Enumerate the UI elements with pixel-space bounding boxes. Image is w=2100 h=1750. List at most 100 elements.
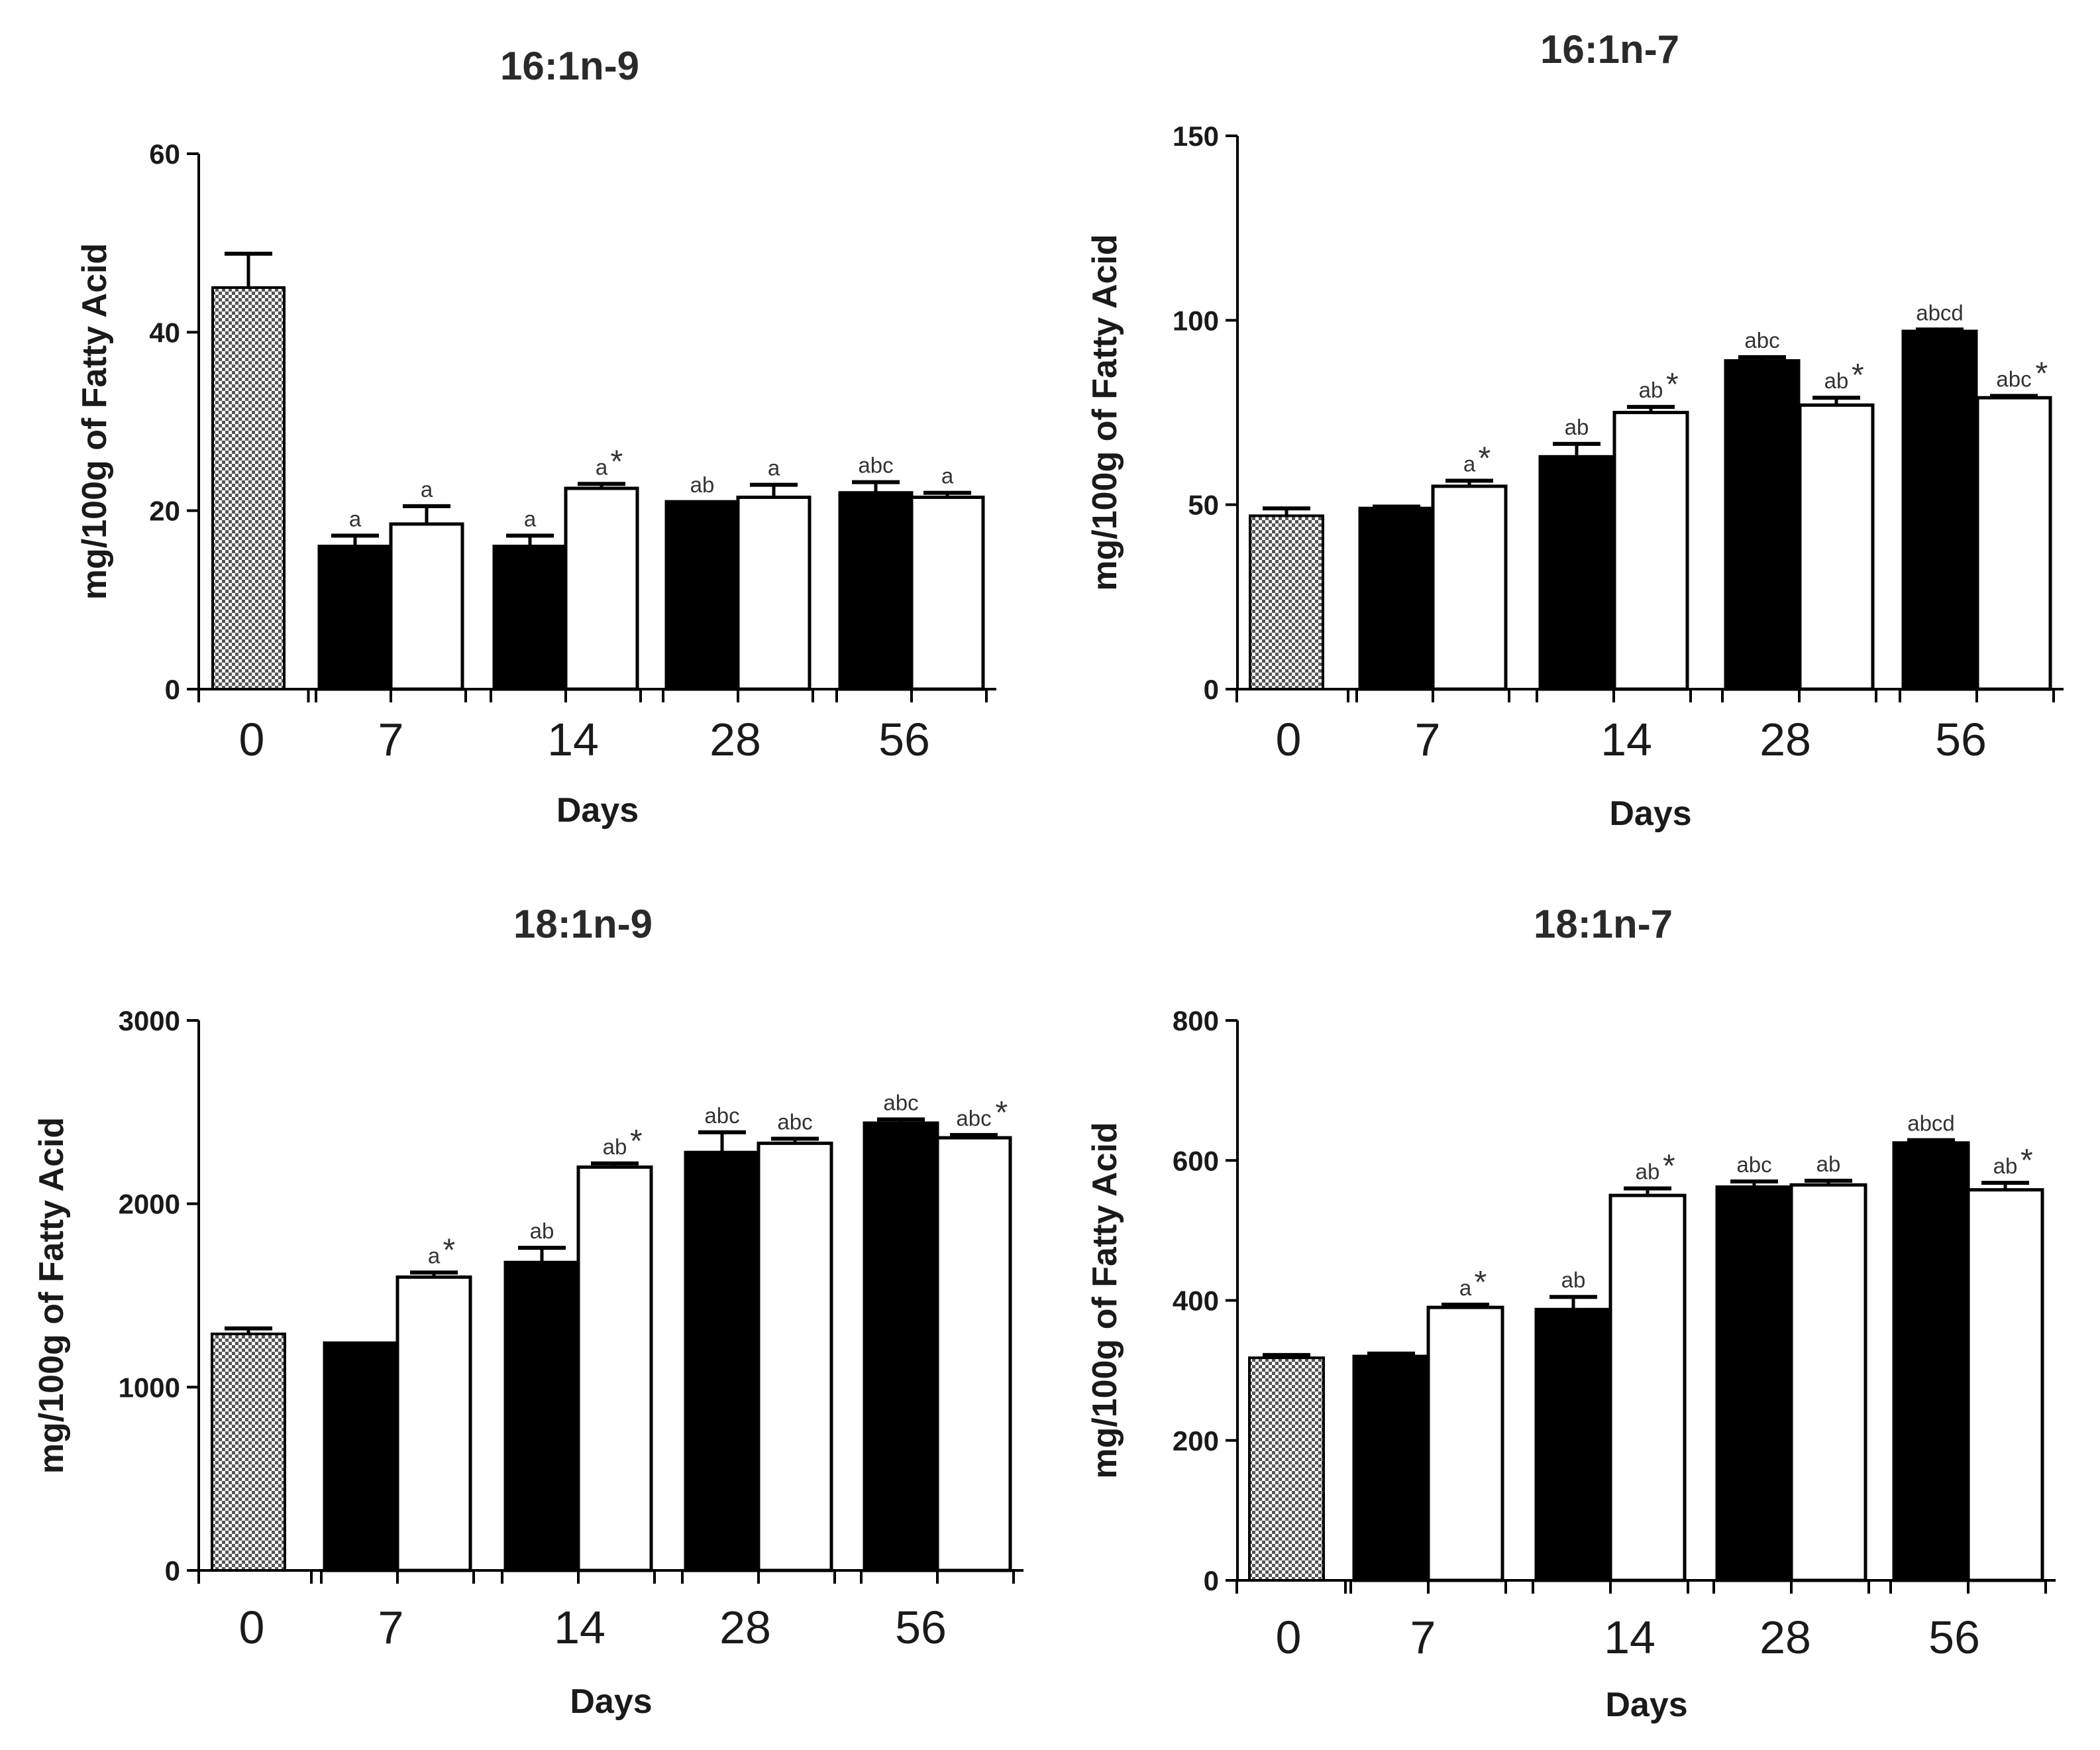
significance-star: * <box>1475 1265 1487 1300</box>
bar-baseline-day-0 <box>211 1333 286 1572</box>
significance-label: abcd <box>1916 300 1964 325</box>
significance-label: ab <box>1993 1154 2018 1178</box>
x-tick-label: 28 <box>709 714 761 765</box>
y-tick-label: 3000 <box>119 1005 180 1036</box>
y-tick-label: 800 <box>1173 1005 1219 1036</box>
bar-white-day-56 <box>1966 1188 2044 1582</box>
x-axis-label: Days <box>1609 794 1691 833</box>
y-axis-label: mg/100g of Fatty Acid <box>1086 234 1124 590</box>
significance-label: abc <box>1996 366 2031 391</box>
x-tick-label: 7 <box>378 714 404 765</box>
significance-label: ab <box>1561 1268 1586 1292</box>
y-tick-label: 2000 <box>119 1189 180 1220</box>
significance-star: * <box>996 1095 1008 1130</box>
y-axis-label: mg/100g of Fatty Acid <box>76 243 114 600</box>
bar-white-day-28 <box>1798 403 1875 691</box>
significance-label: abcd <box>1907 1111 1955 1136</box>
significance-label: a <box>421 477 433 502</box>
x-axis-label: Days <box>1605 1686 1687 1724</box>
bar-black-day-28 <box>1724 359 1801 691</box>
significance-star: * <box>1479 441 1491 476</box>
bar-black-day-28 <box>1715 1185 1793 1582</box>
bar-black-day-14 <box>1538 455 1615 691</box>
bar-white-day-28 <box>1789 1183 1867 1582</box>
significance-label: a <box>596 455 608 479</box>
bar-black-day-56 <box>863 1121 939 1572</box>
significance-star: * <box>1663 1149 1675 1184</box>
y-tick-label: 20 <box>149 496 180 527</box>
significance-label: abc <box>883 1090 918 1115</box>
chart-16-1n-7: 16:1n-7 0 50 100 150 0 7 14 28 56 Days mg/100g of F… <box>1086 27 2064 833</box>
significance-star: * <box>630 1124 643 1159</box>
x-tick-label: 14 <box>1604 1612 1655 1663</box>
x-tick-label: 14 <box>547 714 599 765</box>
bar-black-day-7 <box>1352 1354 1430 1582</box>
y-tick-label: 0 <box>1204 674 1219 705</box>
significance-label: a <box>428 1243 441 1268</box>
significance-label: a <box>524 506 537 531</box>
y-tick-label: 60 <box>149 138 180 170</box>
x-tick-label: 0 <box>1276 714 1302 765</box>
significance-label: ab <box>1639 378 1663 402</box>
y-axis-label: mg/100g of Fatty Acid <box>32 1117 71 1474</box>
y-tick-label: 600 <box>1173 1145 1219 1176</box>
significance-star: * <box>2036 356 2048 391</box>
bar-white-day-7 <box>395 1275 472 1572</box>
significance-star: * <box>443 1232 456 1268</box>
chart-title: 16:1n-7 <box>1540 27 1679 72</box>
y-axis-label: mg/100g of Fatty Acid <box>1086 1122 1124 1478</box>
significance-label: abc <box>956 1106 991 1130</box>
chart-16-1n-9: 16:1n-9 0 20 40 60 0 7 14 28 56 Days mg/100g of Fat… <box>76 44 996 830</box>
y-tick-label: 150 <box>1173 121 1219 152</box>
significance-label: ab <box>1565 415 1589 439</box>
x-tick-label: 56 <box>895 1602 947 1653</box>
bar-white-day-7 <box>1426 1305 1504 1582</box>
chart-18-1n-9: 18:1n-9 0 1000 2000 3000 0 7 14 28 56 Days mg/100g … <box>32 902 1024 1721</box>
y-tick-label: 50 <box>1188 490 1219 521</box>
significance-label: ab <box>690 472 715 497</box>
bar-white-day-56 <box>935 1136 1012 1572</box>
x-tick-label: 28 <box>1759 1612 1811 1663</box>
significance-label: a <box>941 464 954 488</box>
bar-white-day-14 <box>1608 1193 1687 1582</box>
bar-white-day-28 <box>736 495 812 691</box>
y-tick-label: 0 <box>165 1555 180 1586</box>
y-tick-label: 0 <box>165 674 180 705</box>
significance-star: * <box>2021 1143 2033 1178</box>
bar-black-day-14 <box>1534 1307 1612 1582</box>
bar-white-day-28 <box>757 1141 833 1572</box>
x-tick-label: 0 <box>239 714 265 765</box>
bar-black-day-28 <box>664 500 740 691</box>
bar-white-day-56 <box>1975 396 2052 691</box>
bar-black-day-14 <box>503 1260 580 1572</box>
x-tick-label: 0 <box>1276 1612 1302 1663</box>
bar-black-day-7 <box>1358 506 1435 691</box>
bar-black-day-7 <box>323 1341 399 1572</box>
significance-label: abc <box>1744 328 1779 353</box>
significance-label: abc <box>1736 1152 1771 1177</box>
bar-baseline-day-0 <box>1248 1356 1325 1582</box>
significance-label: abc <box>704 1103 739 1128</box>
significance-label: abc <box>777 1109 812 1134</box>
y-tick-label: 1000 <box>119 1372 180 1403</box>
significance-label: ab <box>1816 1152 1841 1176</box>
x-tick-label: 7 <box>1410 1612 1436 1663</box>
x-tick-label: 14 <box>1601 714 1652 765</box>
bar-black-day-28 <box>684 1150 761 1572</box>
x-tick-label: 28 <box>719 1602 771 1653</box>
bar-black-day-7 <box>317 545 393 691</box>
y-tick-label: 100 <box>1173 305 1219 336</box>
x-tick-label: 56 <box>1935 714 1987 765</box>
y-tick-label: 400 <box>1173 1285 1219 1317</box>
significance-star: * <box>1852 358 1864 393</box>
y-tick-label: 200 <box>1173 1425 1219 1456</box>
bar-white-day-14 <box>1612 411 1689 691</box>
x-tick-label: 0 <box>239 1602 265 1653</box>
bar-black-day-56 <box>838 491 914 691</box>
significance-star: * <box>611 444 623 479</box>
significance-label: ab <box>1824 368 1849 393</box>
significance-label: a <box>349 506 362 531</box>
significance-star: * <box>1666 367 1679 402</box>
x-tick-label: 56 <box>1928 1612 1980 1663</box>
